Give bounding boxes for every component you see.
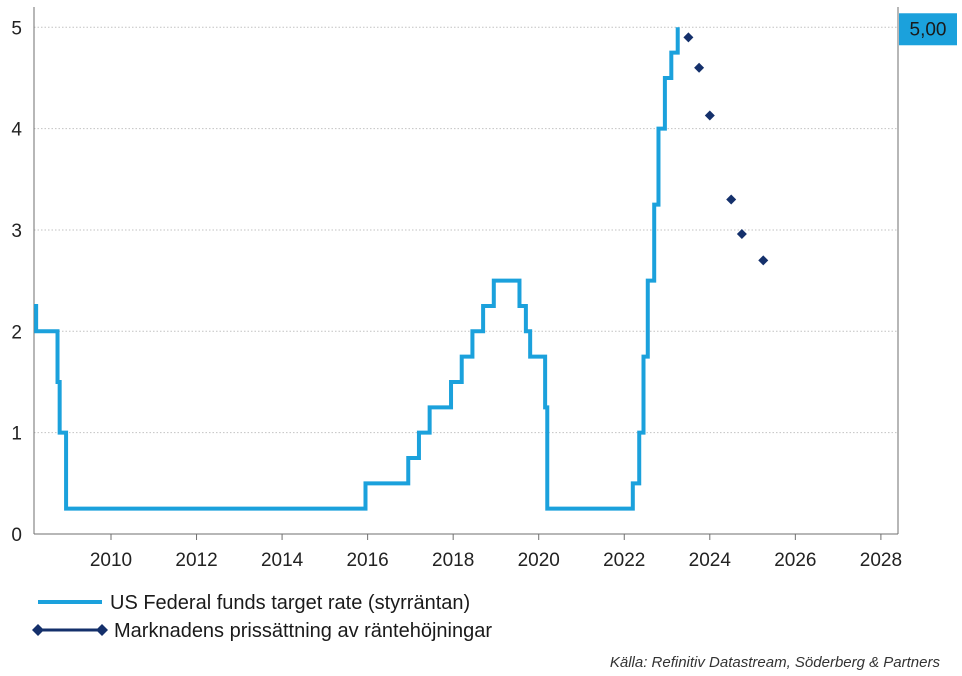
y-tick-label: 2 xyxy=(11,322,22,343)
market-pricing-point xyxy=(704,110,715,121)
axes xyxy=(33,7,899,540)
market-pricing-point xyxy=(726,194,737,205)
legend-swatch-market-marker-right xyxy=(96,624,108,636)
x-tick-label: 2014 xyxy=(261,550,304,571)
x-tick-label: 2018 xyxy=(432,550,474,571)
y-tick-label: 0 xyxy=(11,525,22,546)
market-pricing-point xyxy=(758,255,769,266)
y-tick-labels: 0 1 2 3 4 5 xyxy=(11,18,22,546)
x-tick-label: 2022 xyxy=(603,550,645,571)
x-tick-label: 2024 xyxy=(689,550,732,571)
x-tick-label: 2012 xyxy=(175,550,217,571)
x-tick-label: 2026 xyxy=(774,550,816,571)
legend-item-rate: US Federal funds target rate (styrräntan… xyxy=(38,592,470,614)
series xyxy=(34,27,769,511)
market-pricing-point xyxy=(694,62,705,73)
x-tick-label: 2020 xyxy=(518,550,560,571)
x-tick-labels: 2010 2012 2014 2016 2018 2020 2022 2024 2026 2028 xyxy=(90,550,902,571)
source-note: Källa: Refinitiv Datastream, Söderberg &… xyxy=(610,654,941,671)
x-tick-label: 2016 xyxy=(346,550,388,571)
x-tick-label: 2028 xyxy=(860,550,902,571)
x-tick-label: 2010 xyxy=(90,550,132,571)
y-tick-label: 1 xyxy=(11,424,22,445)
value-badge-label: 5,00 xyxy=(910,19,947,40)
market-pricing-point xyxy=(683,32,694,43)
value-badge: 5,00 xyxy=(899,13,957,46)
series-rate-line xyxy=(34,27,680,511)
market-pricing-point xyxy=(736,229,747,240)
value-badge-background xyxy=(899,13,957,46)
legend-label-rate: US Federal funds target rate (styrräntan… xyxy=(110,592,470,614)
y-tick-label: 3 xyxy=(11,221,22,242)
legend-item-market: Marknadens prissättning av räntehöjninga… xyxy=(32,620,492,642)
grid xyxy=(34,26,898,434)
legend: US Federal funds target rate (styrräntan… xyxy=(32,592,492,642)
legend-swatch-market-marker-left xyxy=(32,624,44,636)
legend-label-market: Marknadens prissättning av räntehöjninga… xyxy=(114,620,492,642)
y-tick-label: 5 xyxy=(11,18,22,39)
y-tick-label: 4 xyxy=(11,120,22,141)
